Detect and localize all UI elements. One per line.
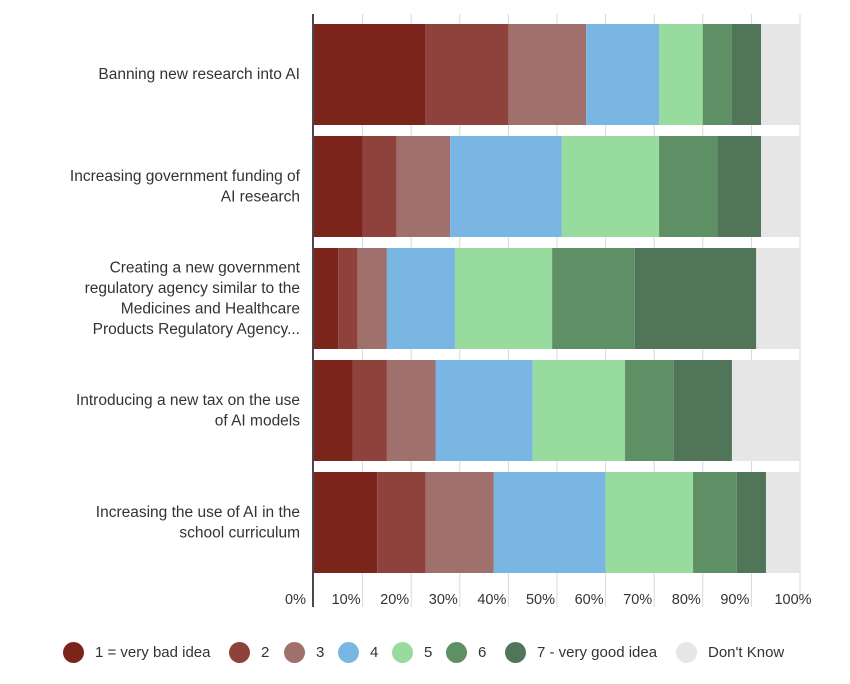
bar-segment-5-1 [314,472,378,573]
legend-item-7: 7 - very good idea [505,638,657,666]
category-label-2-line-1: Increasing government funding of [70,168,301,185]
legend-swatch-6 [446,641,467,663]
legend-item-8: Don't Know [676,638,784,666]
legend-label-5: 5 [424,643,433,661]
x-tick-label-10: 10% [332,592,361,608]
bar-segment-2-1 [314,136,363,237]
bar-segment-4-3 [386,360,436,461]
bar-segment-2-7 [717,136,762,237]
legend-item-2: 2 [229,638,269,666]
bar-segment-4-2 [352,360,387,461]
bar-segment-2-8 [761,136,800,237]
legend-swatch-5 [392,641,413,663]
bar-segment-3-7 [634,248,757,349]
x-tick-label-50: 50% [526,592,555,608]
bar-segment-3-5 [454,248,553,349]
x-tick-label-20: 20% [380,592,409,608]
bar-segment-5-8 [765,472,800,573]
bar-segment-2-3 [396,136,451,237]
bar-segment-3-2 [338,248,358,349]
category-label-3-line-1: Creating a new government [110,259,301,276]
legend-swatch-2 [229,641,250,663]
bar-segment-3-8 [756,248,800,349]
category-label-3-line-3: Medicines and Healthcare [121,300,300,317]
category-label-3-line-4: Products Regulatory Agency... [93,321,300,338]
bar-segment-5-4 [493,472,606,573]
x-tick-label-100: 100% [774,592,811,608]
legend-item-1: 1 = very bad idea [63,638,211,666]
legend-label-6: 6 [478,643,487,661]
bar-segment-4-8 [731,360,800,461]
bar-segment-4-1 [314,360,353,461]
x-tick-label-70: 70% [623,592,652,608]
legend: 1 = very bad idea 2 3 4 5 6 7 - very good idea… [0,638,850,666]
category-labels: Banning new research into AI Increasing g… [70,66,301,541]
category-label-3-line-2: regulatory agency similar to the [85,280,300,297]
x-tick-label-0: 0% [285,592,306,608]
bar-segment-1-5 [659,24,703,125]
legend-swatch-8 [676,641,697,663]
x-tick-label-60: 60% [575,592,604,608]
bar-segment-1-7 [731,24,762,125]
category-label-5-line-2: school curriculum [179,524,300,541]
legend-item-4: 4 [338,638,378,666]
bar-segment-5-2 [377,472,426,573]
bar-segment-1-4 [586,24,660,125]
category-label-1-line-1: Banning new research into AI [98,66,300,83]
bar-segment-1-1 [314,24,426,125]
bar-segment-2-5 [561,136,660,237]
stacked-bar-chart: Banning new research into AI Increasing g… [70,14,812,608]
category-label-4-line-1: Introducing a new tax on the use [76,392,300,409]
bar-segment-1-2 [425,24,509,125]
bars [314,24,800,573]
legend-label-3: 3 [316,643,325,661]
legend-item-5: 5 [392,638,432,666]
bar-segment-4-5 [532,360,626,461]
bar-segment-5-7 [736,472,766,573]
bar-segment-2-4 [450,136,562,237]
category-label-4-line-2: of AI models [215,412,301,429]
category-label-5-line-1: Increasing the use of AI in the [96,504,300,521]
bar-segment-3-4 [386,248,455,349]
x-tick-label-80: 80% [672,592,701,608]
bar-segment-3-6 [552,248,635,349]
legend-swatch-1 [63,641,84,663]
legend-item-6: 6 [446,638,486,666]
bar-segment-5-6 [693,472,737,573]
legend-label-8: Don't Know [708,643,785,661]
x-axis-ticks: 0% 10% 20% 30% 40% 50% 60% 70% 80% 90% 100% [285,592,812,608]
bar-segment-4-7 [673,360,732,461]
bar-segment-4-4 [435,360,533,461]
x-tick-label-90: 90% [720,592,749,608]
bar-segment-1-8 [761,24,800,125]
bar-segment-4-6 [625,360,674,461]
bar-segment-1-6 [702,24,732,125]
bar-segment-2-2 [362,136,397,237]
legend-swatch-3 [284,641,305,663]
legend-label-2: 2 [261,643,270,661]
x-tick-label-30: 30% [429,592,458,608]
legend-item-3: 3 [284,638,324,666]
legend-label-7: 7 - very good idea [537,643,658,661]
bar-segment-3-3 [357,248,387,349]
legend-swatch-4 [338,641,359,663]
legend-label-1: 1 = very bad idea [95,643,211,661]
bar-segment-5-5 [605,472,694,573]
bar-segment-1-3 [508,24,587,125]
bar-segment-2-6 [659,136,718,237]
category-label-2-line-2: AI research [221,188,300,205]
x-tick-label-40: 40% [477,592,506,608]
bar-segment-3-1 [314,248,339,349]
legend-label-4: 4 [370,643,379,661]
legend-swatch-7 [505,641,526,663]
bar-segment-5-3 [425,472,494,573]
